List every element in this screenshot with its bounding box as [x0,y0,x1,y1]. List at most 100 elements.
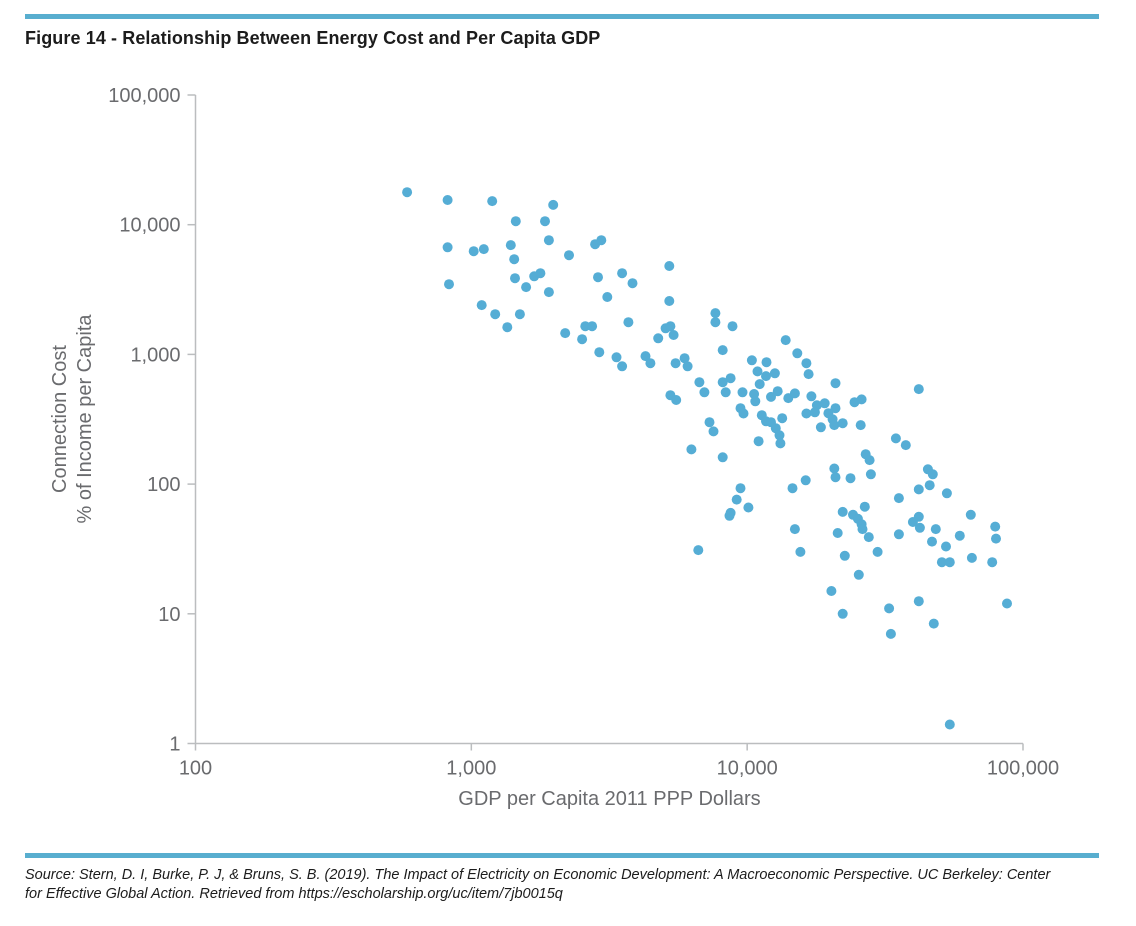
scatter-point [944,557,955,568]
scatter-point [664,261,675,271]
scatter-point [725,507,736,518]
scatter-point [761,371,771,382]
figure-title: Figure 14 - Relationship Between Energy … [25,28,601,48]
scatter-point [837,506,848,517]
scatter-point [954,530,965,541]
scatter-point [944,719,955,730]
scatter-point [837,418,848,429]
scatter-point [521,282,532,293]
scatter-point [830,472,841,483]
scatter-point [800,475,811,486]
y-tick-label: 100,000 [108,85,180,107]
scatter-point [913,484,924,495]
scatter-point [913,384,924,395]
scatter-point [577,334,588,345]
scatter-point [502,322,513,333]
scatter-point [754,379,765,390]
scatter-point [727,321,738,332]
scatter-point [490,309,501,320]
scatter-point [737,387,748,398]
scatter-point [857,524,868,535]
scatter-point [832,528,843,538]
scatter-point [540,216,550,227]
scatter-point [893,493,904,504]
scatter-point [710,317,721,328]
scatter-point [509,254,520,265]
scatter-point [859,501,870,512]
scatter-point [990,521,1001,532]
scatter-point [928,618,939,629]
scatter-point [966,552,977,563]
scatter-point [505,240,516,251]
scatter-point [941,541,951,552]
scatter-point [653,333,664,344]
scatter-point [774,430,785,441]
scatter-point [682,361,693,372]
scatter-point [717,377,728,388]
scatter-point [535,268,546,279]
scatter-point [731,494,742,505]
y-axis-title-line1: Connection Cost [49,345,71,493]
scatter-point [717,345,728,356]
y-tick-label: 10 [158,604,180,626]
scatter-point [819,398,830,409]
scatter-point [468,246,479,257]
scatter-point [686,444,697,455]
scatter-point [829,420,840,431]
y-tick-label: 1 [169,734,180,756]
scatter-point [830,403,841,414]
scatter-point [665,321,676,332]
scatter-point [775,438,786,449]
x-tick-label: 100,000 [987,758,1059,780]
scatter-point [623,317,634,328]
scatter-point [853,569,864,580]
scatter-point [543,235,554,246]
scatter-point [987,557,998,568]
scatter-point [863,532,874,543]
scatter-point [664,296,675,306]
scatter-point [815,422,826,433]
scatter-point [560,328,571,339]
scatter-point [837,608,848,619]
scatter-point [801,358,812,369]
scatter-point [795,546,806,557]
scatter-point [602,292,613,302]
scatter-point [543,287,554,298]
scatter-point [738,408,749,419]
scatter-point [510,216,521,227]
scatter-point [476,300,487,311]
scatter-point [671,395,682,405]
scatter-point [893,529,904,540]
scatter-point [510,273,520,284]
x-axis-title: GDP per Capita 2011 PPP Dollars [458,788,761,810]
scatter-point [717,452,728,463]
scatter-point [617,361,628,372]
scatter-point [668,330,679,340]
scatter-point [753,436,764,447]
scatter-point [752,366,763,377]
scatter-point [890,433,901,444]
scatter-point [864,455,875,466]
scatter-point [991,533,1001,544]
scatter-point [720,387,731,398]
scatter-point [442,195,453,205]
scatter-point [930,524,941,535]
scatter-point [487,196,498,207]
scatter-point [965,509,976,520]
scatter-point [750,396,761,407]
scatter-point [735,483,746,494]
scatter-point [743,502,754,513]
scatter-point [914,522,925,533]
scatter-point [826,586,837,596]
scatter-point [913,596,924,607]
source-line2: for Effective Global Action. Retrieved f… [25,886,563,902]
scatter-point [885,628,896,639]
x-tick-label: 100 [179,758,212,780]
scatter-point [627,278,638,289]
scatter-point [699,387,710,398]
y-tick-label: 1,000 [130,344,180,366]
scatter-point [780,335,791,346]
scatter-point [564,250,574,261]
scatter-point [594,347,605,358]
scatter-point [787,483,798,494]
